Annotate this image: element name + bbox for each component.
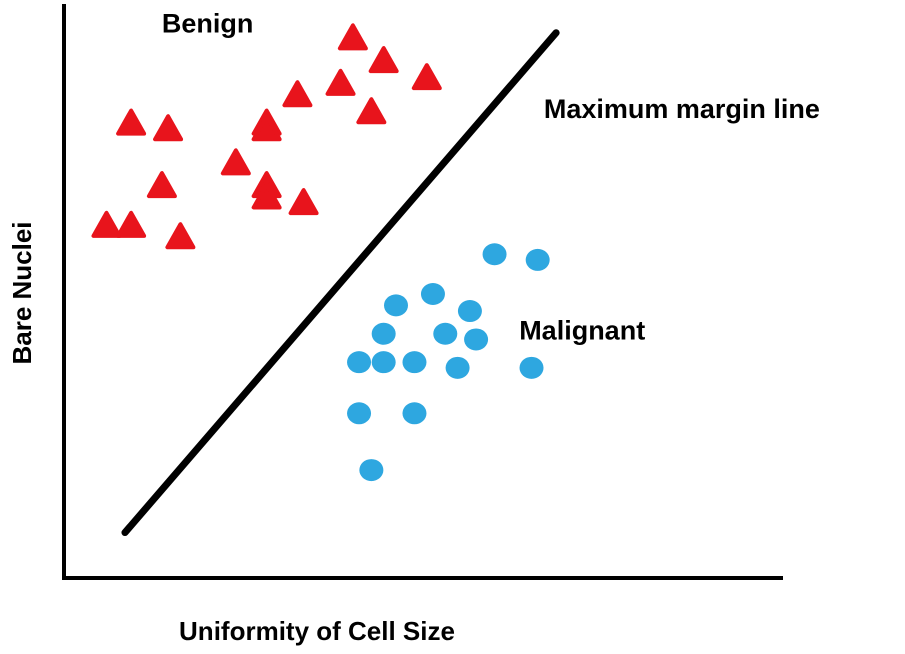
benign-point-15: [146, 171, 177, 199]
maximum-margin-line: [121, 29, 560, 537]
benign-point-8: [153, 114, 184, 142]
malignant-point-9: [347, 351, 372, 374]
malignant-point-13: [519, 356, 544, 379]
malignant-point-2: [525, 248, 550, 271]
benign-point-13: [251, 182, 282, 210]
benign-point-7: [116, 108, 147, 136]
benign-point-1: [337, 23, 368, 51]
y-axis-label: Bare Nuclei: [7, 221, 37, 364]
malignant-point-7: [433, 322, 458, 345]
benign-point-4: [325, 68, 356, 96]
malignant-point-12: [445, 356, 470, 379]
malignant-point-6: [371, 322, 396, 345]
benign-point-11: [220, 148, 251, 176]
benign-label: Benign: [162, 9, 254, 39]
malignant-point-16: [359, 459, 384, 482]
malignant-point-14: [347, 402, 372, 425]
malignant-point-15: [402, 402, 427, 425]
malignant-label: Malignant: [519, 315, 645, 345]
malignant-point-10: [402, 351, 427, 374]
benign-point-2: [368, 46, 399, 74]
benign-point-18: [165, 222, 196, 250]
malignant-point-5: [457, 300, 482, 323]
benign-point-3: [411, 63, 442, 91]
malignant-point-8: [464, 328, 489, 351]
malignant-point-3: [420, 283, 445, 305]
benign-point-6: [356, 97, 387, 125]
benign-point-5: [282, 80, 313, 108]
malignant-point-1: [482, 243, 507, 266]
maximum-margin-line-label: Maximum margin line: [544, 94, 820, 124]
x-axis-label: Uniformity of Cell Size: [179, 616, 455, 646]
benign-point-10: [251, 114, 282, 142]
benign-point-17: [116, 210, 147, 238]
data-points: [91, 23, 550, 482]
malignant-point-11: [371, 351, 396, 374]
malignant-point-4: [384, 294, 408, 317]
benign-point-14: [288, 188, 319, 216]
benign-point-16: [91, 210, 122, 238]
